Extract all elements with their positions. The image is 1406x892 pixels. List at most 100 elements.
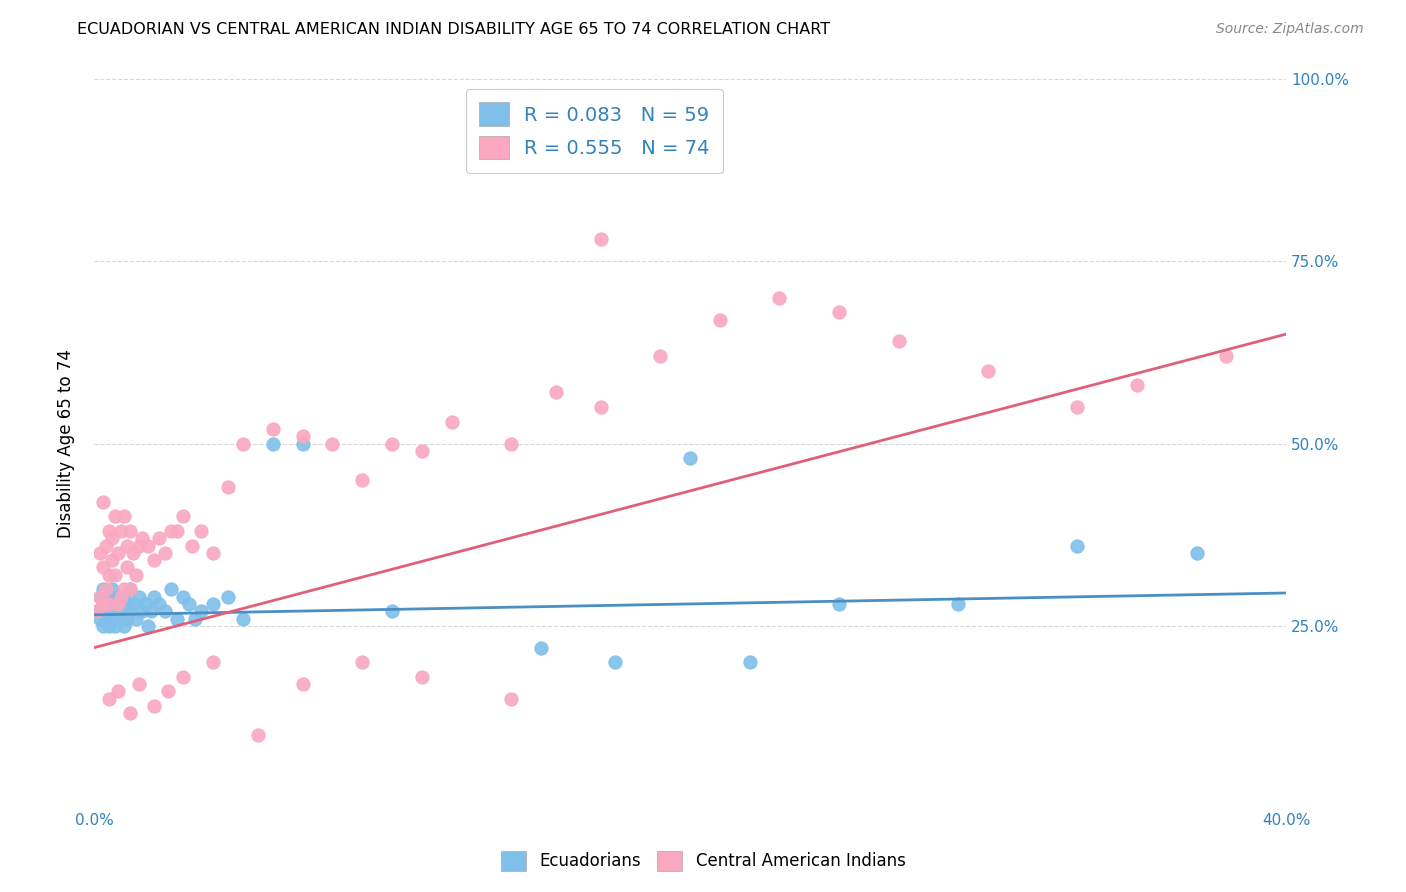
Point xyxy=(107,546,129,560)
Point xyxy=(89,611,111,625)
Point xyxy=(97,597,120,611)
Point xyxy=(166,611,188,625)
Point xyxy=(110,611,132,625)
Point xyxy=(94,597,117,611)
Point xyxy=(381,436,404,450)
Point xyxy=(97,567,120,582)
Point xyxy=(115,560,138,574)
Point xyxy=(202,597,225,611)
Point xyxy=(110,590,132,604)
Y-axis label: Disability Age 65 to 74: Disability Age 65 to 74 xyxy=(58,349,75,538)
Point xyxy=(101,582,124,597)
Point xyxy=(91,597,114,611)
Point xyxy=(157,684,180,698)
Point xyxy=(160,582,183,597)
Point xyxy=(217,480,239,494)
Point xyxy=(148,597,170,611)
Point xyxy=(101,611,124,625)
Point xyxy=(89,546,111,560)
Point xyxy=(107,604,129,618)
Point xyxy=(94,582,117,597)
Point xyxy=(110,524,132,538)
Point xyxy=(1185,546,1208,560)
Point xyxy=(86,604,108,618)
Point xyxy=(148,531,170,545)
Point xyxy=(104,597,127,611)
Text: ECUADORIAN VS CENTRAL AMERICAN INDIAN DISABILITY AGE 65 TO 74 CORRELATION CHART: ECUADORIAN VS CENTRAL AMERICAN INDIAN DI… xyxy=(77,22,831,37)
Point xyxy=(110,597,132,611)
Point xyxy=(131,531,153,545)
Point xyxy=(544,385,567,400)
Point xyxy=(262,436,284,450)
Point xyxy=(352,473,374,487)
Point xyxy=(381,604,404,618)
Point xyxy=(131,604,153,618)
Point xyxy=(121,546,143,560)
Point xyxy=(142,553,165,567)
Point xyxy=(91,619,114,633)
Point xyxy=(97,619,120,633)
Point xyxy=(118,604,141,618)
Point xyxy=(738,655,761,669)
Point xyxy=(501,436,523,450)
Point xyxy=(411,443,433,458)
Point xyxy=(181,539,204,553)
Point xyxy=(107,590,129,604)
Point xyxy=(155,546,177,560)
Point xyxy=(160,524,183,538)
Point xyxy=(887,334,910,349)
Point xyxy=(104,509,127,524)
Point xyxy=(104,567,127,582)
Point xyxy=(124,567,146,582)
Point xyxy=(112,582,135,597)
Point xyxy=(232,611,254,625)
Point xyxy=(89,590,111,604)
Point xyxy=(104,604,127,618)
Point xyxy=(94,539,117,553)
Point xyxy=(118,582,141,597)
Point xyxy=(501,691,523,706)
Point xyxy=(190,604,212,618)
Point xyxy=(1066,539,1088,553)
Point xyxy=(172,590,194,604)
Point xyxy=(946,597,969,611)
Point xyxy=(97,590,120,604)
Point xyxy=(650,349,672,363)
Point xyxy=(124,611,146,625)
Point xyxy=(179,597,201,611)
Point xyxy=(1215,349,1237,363)
Point xyxy=(321,436,343,450)
Point xyxy=(589,232,612,246)
Point xyxy=(115,539,138,553)
Point xyxy=(352,655,374,669)
Point xyxy=(107,684,129,698)
Point xyxy=(101,553,124,567)
Point xyxy=(136,619,159,633)
Point xyxy=(91,582,114,597)
Point xyxy=(977,363,1000,377)
Text: Source: ZipAtlas.com: Source: ZipAtlas.com xyxy=(1216,22,1364,37)
Point xyxy=(262,422,284,436)
Point xyxy=(246,728,269,742)
Point xyxy=(118,706,141,721)
Point xyxy=(184,611,207,625)
Point xyxy=(172,670,194,684)
Point xyxy=(411,670,433,684)
Point xyxy=(86,604,108,618)
Point xyxy=(139,604,162,618)
Point xyxy=(166,524,188,538)
Point xyxy=(112,619,135,633)
Point xyxy=(112,509,135,524)
Point xyxy=(589,400,612,414)
Point xyxy=(232,436,254,450)
Point xyxy=(101,531,124,545)
Point xyxy=(828,305,851,319)
Point xyxy=(89,590,111,604)
Point xyxy=(530,640,553,655)
Point xyxy=(118,524,141,538)
Point xyxy=(121,597,143,611)
Point xyxy=(217,590,239,604)
Point xyxy=(112,604,135,618)
Point xyxy=(94,611,117,625)
Point xyxy=(91,560,114,574)
